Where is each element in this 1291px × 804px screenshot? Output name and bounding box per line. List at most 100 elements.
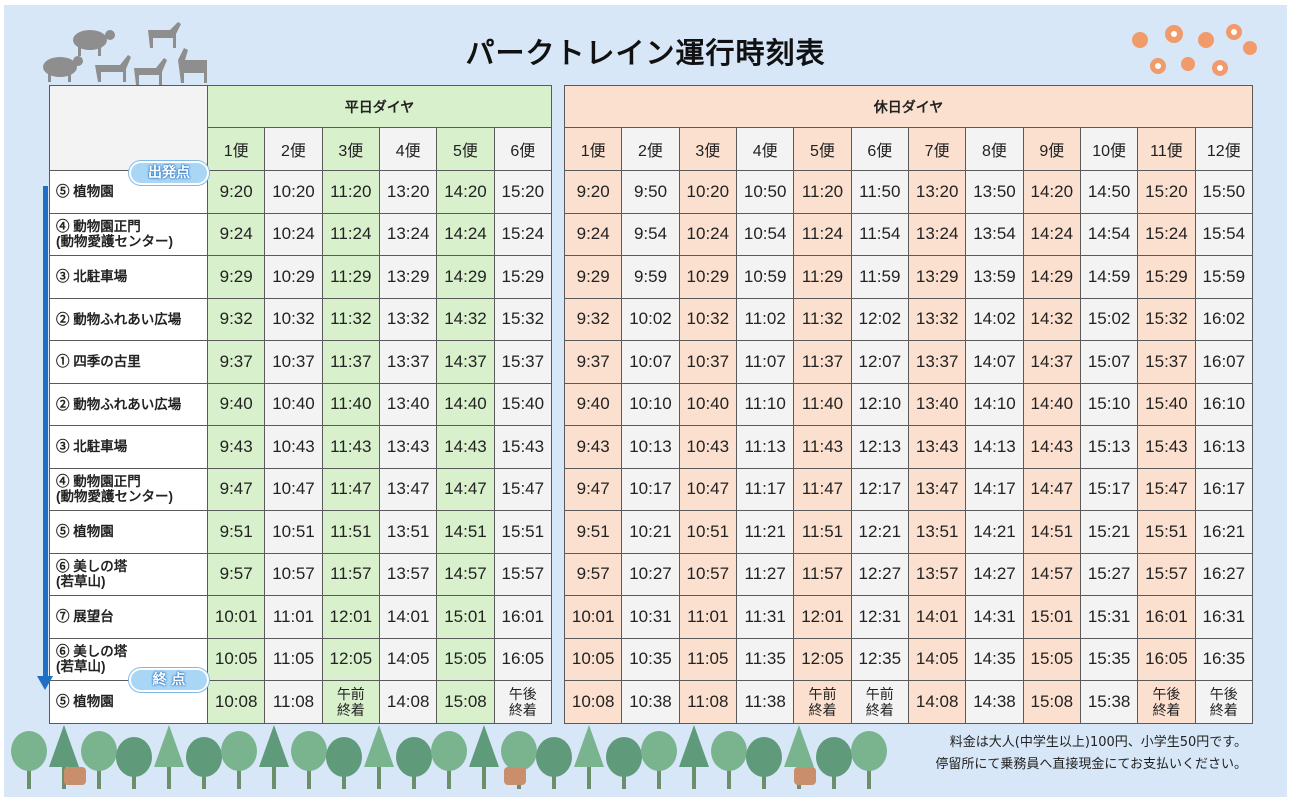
table-row: 9:29 9:59 10:29 10:59 11:29 11:59 13:29 13:59 14… (563, 255, 1254, 299)
time-cell: 10:37 (264, 340, 323, 384)
time-cell: 13:51 (907, 510, 967, 554)
time-cell: 14:08 (378, 680, 438, 724)
holiday-schedule-label: 休日ダイヤ (564, 85, 1253, 128)
time-cell: 15:40 (493, 382, 553, 426)
table-row: 10:01 10:31 11:01 11:31 12:01 12:31 14:01 14:31… (563, 595, 1254, 639)
time-cell: 13:57 (907, 552, 967, 596)
time-cell: 9:43 (206, 425, 266, 469)
time-cell: 9:54 (621, 212, 680, 256)
tree-icon (431, 731, 467, 789)
table-row: 10:05 10:35 11:05 11:35 12:05 12:35 14:05 14:35… (563, 637, 1254, 681)
time-cell: 10:32 (678, 297, 737, 341)
table-row: 9:43 10:13 10:43 11:13 11:43 12:13 13:43 14:13 1… (563, 425, 1254, 469)
trip-header: 7便 (907, 127, 967, 171)
time-cell: 10:59 (735, 255, 795, 299)
time-cell: 14:08 (907, 680, 967, 724)
time-cell: 15:20 (493, 170, 553, 214)
table-row: ⑤ 植物園 10:08 11:08 午前 終着 14:08 15:08 午後 終着 (49, 680, 553, 724)
time-cell: 15:05 (1022, 637, 1081, 681)
time-cell: 13:37 (378, 340, 438, 384)
time-cell: 11:08 (678, 680, 737, 724)
time-cell: 15:35 (1079, 637, 1139, 681)
time-cell: 13:47 (378, 467, 438, 511)
table-row: 9:40 10:10 10:40 11:10 11:40 12:10 13:40 14:10 1… (563, 382, 1254, 426)
time-cell: 14:20 (1022, 170, 1081, 214)
trip-header: 9便 (1022, 127, 1081, 171)
time-cell: 15:02 (1079, 297, 1139, 341)
trip-header: 4便 (735, 127, 795, 171)
page-title: パークトレイン運行時刻表 (465, 36, 826, 70)
table-row: 9:47 10:17 10:47 11:17 11:47 12:17 13:47 14:17 1… (563, 467, 1254, 511)
time-cell: 11:01 (264, 595, 323, 639)
time-cell: 15:37 (1137, 340, 1196, 384)
tree-icon (606, 737, 642, 789)
time-cell: 14:54 (1079, 212, 1139, 256)
time-cell: 11:32 (793, 297, 852, 341)
table-row: 9:24 9:54 10:24 10:54 11:24 11:54 13:24 13:54 14… (563, 212, 1254, 256)
table-row: ④ 動物園正門 (動物愛護センター) 9:47 10:47 11:47 13:47 14:4… (49, 467, 553, 511)
time-cell: 11:37 (793, 340, 852, 384)
time-cell: 13:24 (907, 212, 967, 256)
time-cell: 13:47 (907, 467, 967, 511)
table-row: ② 動物ふれあい広場 9:32 10:32 11:32 13:32 14:32 15:32 (49, 297, 553, 341)
tree-icon (816, 737, 852, 789)
time-cell: 16:31 (1194, 595, 1254, 639)
time-cell: 9:47 (206, 467, 266, 511)
station-subname: (若草山) (56, 574, 106, 590)
time-cell: 10:40 (264, 382, 323, 426)
time-cell: 15:47 (493, 467, 553, 511)
time-cell: 11:47 (321, 467, 380, 511)
time-cell: 13:43 (907, 425, 967, 469)
time-cell: 午後 終着 (493, 680, 553, 724)
time-cell: 9:43 (563, 425, 623, 469)
time-cell: 12:01 (793, 595, 852, 639)
time-cell: 10:43 (678, 425, 737, 469)
table-row: 9:57 10:27 10:57 11:27 11:57 12:27 13:57 14:27 1… (563, 552, 1254, 596)
tree-stump-icon (64, 767, 86, 785)
time-cell: 12:21 (850, 510, 909, 554)
time-cell: 15:32 (1137, 297, 1196, 341)
time-cell: 14:38 (965, 680, 1024, 724)
time-cell: 12:13 (850, 425, 909, 469)
time-cell: 10:20 (678, 170, 737, 214)
time-cell: 15:13 (1079, 425, 1139, 469)
table-row: ⑤ 植物園 9:20 10:20 11:20 13:20 14:20 15:20 (49, 170, 553, 214)
animals-illustration (43, 22, 207, 85)
trees-illustration (11, 725, 887, 789)
time-cell: 11:07 (735, 340, 795, 384)
time-cell: 16:35 (1194, 637, 1254, 681)
time-cell: 15:38 (1079, 680, 1139, 724)
time-cell: 10:27 (621, 552, 680, 596)
time-cell: 13:50 (965, 170, 1024, 214)
station-cell: ④ 動物園正門 (動物愛護センター) (49, 467, 208, 511)
time-cell: 11:54 (850, 212, 909, 256)
time-cell: 15:31 (1079, 595, 1139, 639)
table-row: ⑥ 美しの塔 (若草山) 10:05 11:05 12:05 14:05 15:05 16:0… (49, 637, 553, 681)
time-cell: 10:24 (678, 212, 737, 256)
time-cell: 9:40 (206, 382, 266, 426)
time-cell: 午前 終着 (793, 680, 852, 724)
time-cell: 15:01 (436, 595, 495, 639)
time-cell: 10:01 (563, 595, 623, 639)
time-cell: 午前 終着 (850, 680, 909, 724)
start-point-badge: 出発点 (129, 161, 209, 185)
tree-icon (291, 731, 327, 789)
time-cell: 14:32 (1022, 297, 1081, 341)
time-cell: 14:50 (1079, 170, 1139, 214)
station-cell: ⑤ 植物園 (49, 170, 208, 214)
time-cell: 10:08 (563, 680, 623, 724)
time-cell: 13:54 (965, 212, 1024, 256)
time-cell: 10:20 (264, 170, 323, 214)
time-cell: 15:51 (493, 510, 553, 554)
trip-header-row: 1便 2便 3便 4便 5便 6便 7便 8便 9便 10便 11便 12便 (563, 127, 1254, 171)
time-cell: 13:29 (378, 255, 438, 299)
table-row: 9:51 10:21 10:51 11:21 11:51 12:21 13:51 14:21 1… (563, 510, 1254, 554)
time-cell: 14:43 (436, 425, 495, 469)
trip-header: 5便 (793, 127, 852, 171)
time-cell: 10:37 (678, 340, 737, 384)
time-cell: 16:07 (1194, 340, 1254, 384)
time-cell: 11:10 (735, 382, 795, 426)
time-cell: 14:40 (436, 382, 495, 426)
trip-header: 5便 (436, 127, 495, 171)
time-cell: 10:24 (264, 212, 323, 256)
